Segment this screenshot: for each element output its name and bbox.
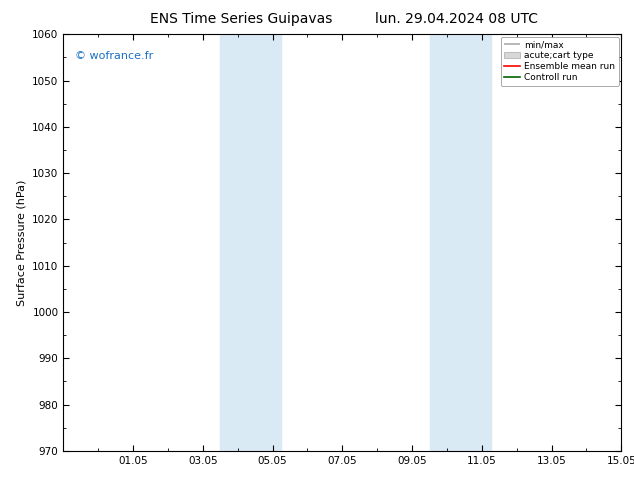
Bar (429, 34, 464, 451)
Bar (221, 34, 255, 451)
Text: © wofrance.fr: © wofrance.fr (75, 51, 153, 61)
Text: lun. 29.04.2024 08 UTC: lun. 29.04.2024 08 UTC (375, 12, 538, 26)
Legend: min/max, acute;cart type, Ensemble mean run, Controll run: min/max, acute;cart type, Ensemble mean … (500, 37, 619, 86)
Text: ENS Time Series Guipavas: ENS Time Series Guipavas (150, 12, 332, 26)
Bar (255, 34, 281, 451)
Y-axis label: Surface Pressure (hPa): Surface Pressure (hPa) (16, 179, 27, 306)
Bar (464, 34, 491, 451)
